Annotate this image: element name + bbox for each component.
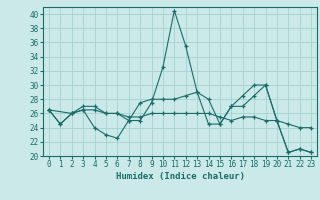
X-axis label: Humidex (Indice chaleur): Humidex (Indice chaleur) — [116, 172, 244, 181]
